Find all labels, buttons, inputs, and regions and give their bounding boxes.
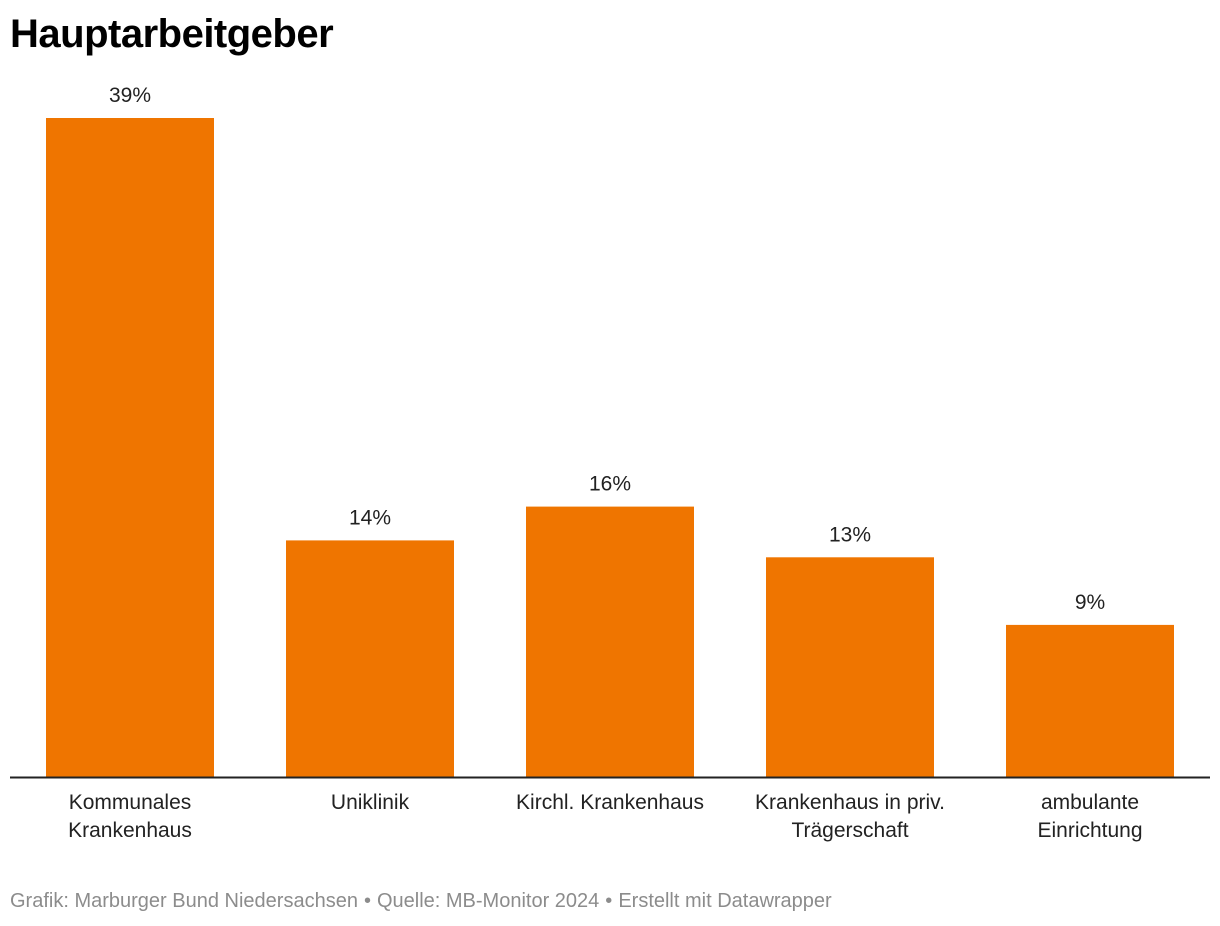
bar <box>766 557 934 777</box>
category-label-line: Uniklinik <box>331 791 410 814</box>
category-labels-group: Kommunales Krankenhaus Uniklinik Kirchl. Kr… <box>68 791 1142 842</box>
category-label-line: Kommunales <box>69 791 192 814</box>
chart-footer: Grafik: Marburger Bund Niedersachsen • Que… <box>10 890 832 913</box>
category-label-line: Krankenhaus in priv. <box>755 791 945 814</box>
bar-value-label: 39% <box>109 84 151 107</box>
bar-value-label: 16% <box>589 473 631 496</box>
category-label-line: ambulante <box>1041 791 1139 814</box>
category-label: Krankenhaus in priv. Trägerschaft <box>755 791 945 842</box>
bar <box>46 118 214 777</box>
category-label-line: Kirchl. Krankenhaus <box>516 791 704 814</box>
footer-separator: • <box>363 890 371 912</box>
bar-value-label: 9% <box>1075 591 1105 614</box>
category-label: Kirchl. Krankenhaus <box>516 791 704 814</box>
bars-group <box>46 118 1174 777</box>
category-label: ambulante Einrichtung <box>1037 791 1142 842</box>
bar <box>1006 624 1174 777</box>
footer-erstellt: Erstellt mit Datawrapper <box>618 890 832 912</box>
footer-separator: • <box>605 890 613 912</box>
category-label: Uniklinik <box>331 791 410 814</box>
bar-value-label: 13% <box>829 523 871 546</box>
bar <box>286 540 454 777</box>
category-label-line: Trägerschaft <box>791 819 908 842</box>
category-label: Kommunales Krankenhaus <box>68 791 192 842</box>
bar <box>526 506 694 777</box>
category-label-line: Krankenhaus <box>68 819 192 842</box>
footer-quelle: Quelle: MB-Monitor 2024 <box>376 890 600 912</box>
bar-value-label: 14% <box>349 506 391 529</box>
category-label-line: Einrichtung <box>1037 819 1142 842</box>
value-labels-group: 39% 14% 16% 13% 9% <box>109 84 1105 614</box>
footer-grafik: Grafik: Marburger Bund Niedersachsen <box>10 890 358 912</box>
chart-title: Hauptarbeitgeber <box>10 12 334 56</box>
